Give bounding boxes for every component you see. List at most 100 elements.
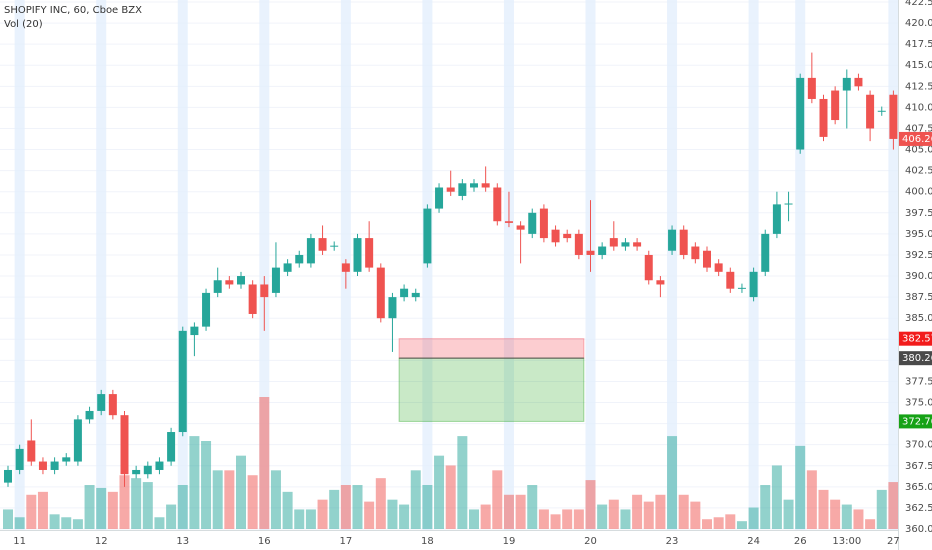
volume-bar — [527, 485, 538, 529]
volume-bar — [655, 494, 666, 529]
candle-body — [784, 203, 793, 205]
volume-bar — [760, 485, 771, 529]
price-label: 380.26 — [902, 353, 932, 364]
volume-bar — [166, 504, 177, 529]
x-tick-label: 16 — [258, 536, 271, 547]
volume-bar — [212, 470, 223, 529]
volume-bar — [702, 519, 712, 529]
volume-bar — [492, 470, 503, 529]
volume-bar — [14, 517, 25, 529]
candle-body — [376, 267, 385, 319]
y-tick-label: 407.50 — [905, 123, 932, 134]
candle-body — [866, 94, 875, 129]
volume-bar — [434, 455, 445, 529]
volume-bar — [457, 436, 468, 529]
volume-bar — [37, 491, 48, 529]
candle-body — [190, 326, 199, 336]
candle-body — [260, 284, 269, 298]
candle-body — [574, 233, 583, 255]
x-tick-label: 24 — [747, 536, 760, 547]
candle-body — [877, 110, 886, 112]
volume-bar — [410, 470, 421, 529]
y-tick-label: 365.00 — [905, 482, 932, 493]
candle-body — [516, 225, 525, 230]
session-band — [748, 0, 759, 530]
volume-bar — [96, 487, 107, 529]
volume-bar — [713, 517, 724, 529]
candle-body — [889, 94, 898, 139]
session-band — [888, 0, 899, 530]
candle-body — [807, 77, 816, 99]
x-tick-label: 12 — [95, 536, 108, 547]
volume-bar — [562, 509, 573, 529]
volume-bar — [270, 470, 281, 529]
volume-bar — [795, 445, 806, 529]
candle-body — [167, 432, 176, 462]
x-tick-label: 26 — [794, 536, 807, 547]
x-tick-label: 11 — [13, 536, 26, 547]
candle-body — [225, 280, 234, 285]
volume-bar — [282, 491, 293, 529]
volume-bar — [771, 465, 782, 529]
y-tick-label: 402.50 — [905, 166, 932, 177]
candle-body — [679, 229, 688, 255]
y-tick-label: 375.00 — [905, 398, 932, 409]
volume-bar — [119, 475, 130, 529]
volume-bar — [72, 519, 83, 529]
candle-body — [761, 233, 770, 272]
price-label-bg — [899, 131, 932, 146]
candle-body — [388, 297, 397, 319]
candle-body — [714, 263, 723, 272]
candle-body — [27, 440, 36, 462]
y-tick-label: 412.50 — [905, 81, 932, 92]
candle-body — [644, 254, 653, 281]
candle-body — [691, 246, 700, 260]
y-tick-label: 405.00 — [905, 145, 932, 156]
chart-title: SHOPIFY INC, 60, Cboe BZX — [4, 5, 142, 16]
price-label: 382.57 — [902, 334, 932, 345]
candle-body — [237, 276, 245, 285]
candle-body — [120, 415, 129, 475]
y-tick-label: 395.00 — [905, 229, 932, 240]
candle-body — [283, 263, 292, 272]
x-tick-label: 13:00 — [832, 536, 861, 547]
candle-body — [353, 238, 362, 272]
candle-body — [97, 394, 106, 411]
volume-bar — [573, 509, 584, 529]
price-label-bg — [899, 414, 932, 429]
volume-bar — [154, 517, 165, 529]
candle-body — [73, 419, 82, 462]
volume-bar — [841, 504, 852, 529]
volume-bar — [259, 397, 270, 529]
volume-bar — [189, 436, 200, 529]
candle-body — [819, 98, 828, 137]
y-tick-label: 385.00 — [905, 313, 932, 324]
candle-body — [854, 77, 863, 87]
y-tick-label: 415.00 — [905, 60, 932, 71]
y-tick-label: 417.50 — [905, 39, 932, 50]
candle-body — [493, 187, 502, 222]
candle-body — [15, 448, 24, 470]
session-band — [96, 0, 107, 530]
candle-body — [108, 394, 117, 416]
session-band — [177, 0, 188, 530]
volume-bar — [236, 455, 246, 529]
stop-zone — [398, 338, 585, 359]
volume-bar — [329, 489, 340, 529]
volume-bar — [294, 509, 305, 529]
price-label-bg — [899, 331, 932, 346]
volume-bar — [597, 504, 608, 529]
volume-bar — [632, 494, 643, 529]
volume-bar — [865, 519, 876, 529]
candle-body — [62, 457, 71, 462]
volume-bar — [352, 485, 363, 529]
volume-bar — [49, 514, 60, 529]
volume-bar — [247, 475, 258, 529]
volume-bar — [480, 504, 491, 529]
candle-body — [38, 461, 47, 470]
candle-body — [633, 242, 642, 247]
candle-body — [411, 292, 420, 298]
candle-body — [481, 183, 490, 188]
price-label-bg — [899, 351, 932, 366]
volume-bar — [399, 504, 410, 529]
